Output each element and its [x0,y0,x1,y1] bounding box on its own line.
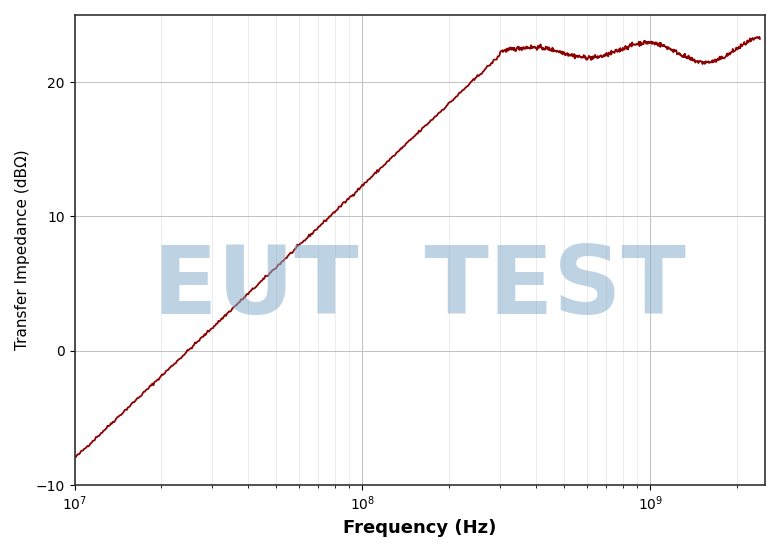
X-axis label: Frequency (Hz): Frequency (Hz) [343,519,496,537]
Text: EUT  TEST: EUT TEST [154,242,686,333]
Y-axis label: Transfer Impedance (dBΩ): Transfer Impedance (dBΩ) [15,150,30,351]
